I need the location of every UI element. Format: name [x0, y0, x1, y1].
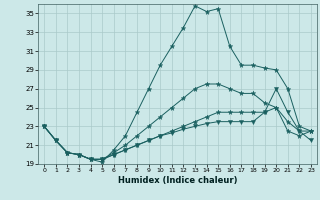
X-axis label: Humidex (Indice chaleur): Humidex (Indice chaleur) [118, 176, 237, 185]
